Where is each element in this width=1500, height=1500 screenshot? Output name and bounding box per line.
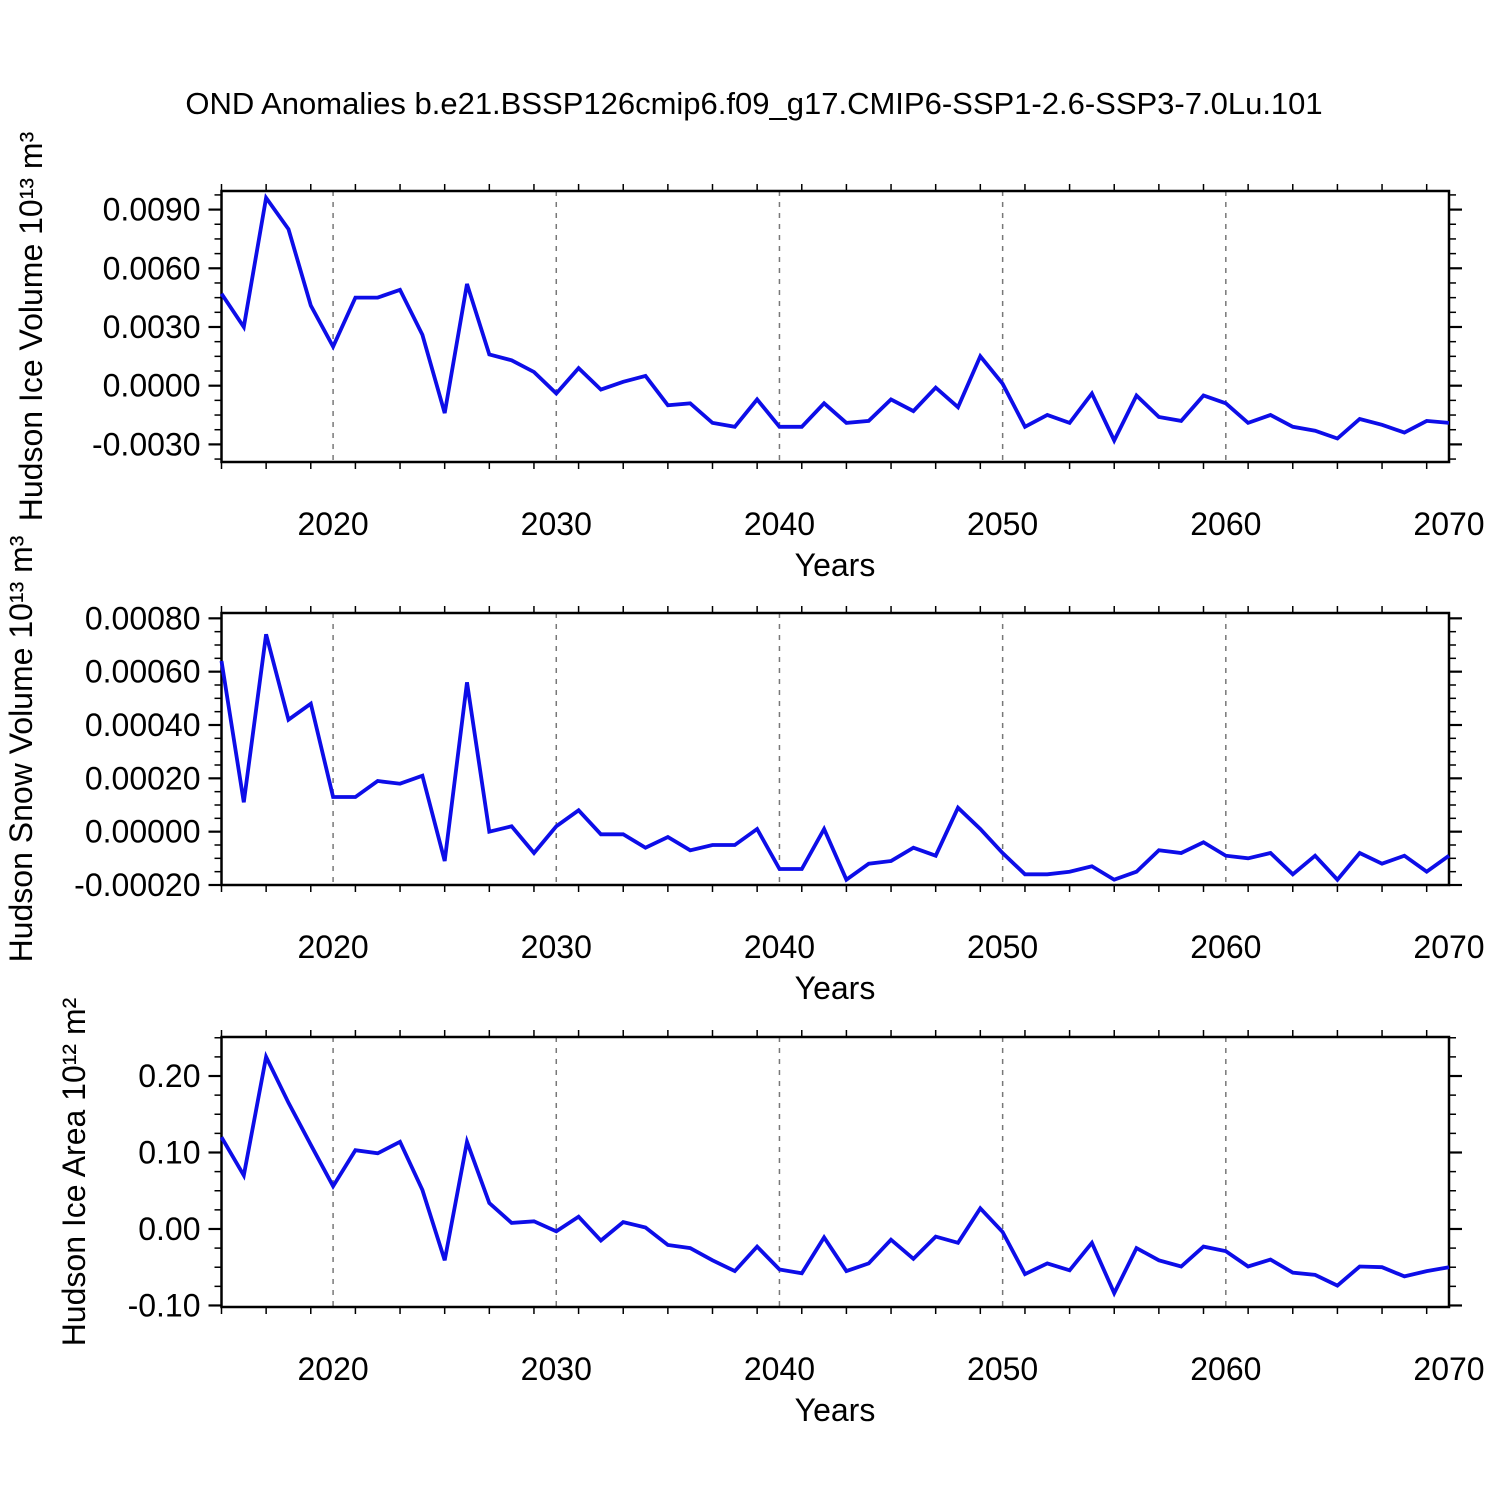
y-tick-label: 0.0060 <box>103 250 201 286</box>
x-tick-label: 2040 <box>744 1351 815 1387</box>
y-tick-label: 0.00080 <box>85 600 201 636</box>
snow_volume-series-line <box>219 633 1451 883</box>
x-tick-label: 2060 <box>1190 506 1261 542</box>
x-tick-label: 2060 <box>1190 1351 1261 1387</box>
y-tick-label: 0.00060 <box>85 654 201 690</box>
x-tick-label: 2050 <box>967 929 1038 965</box>
y-tick-label: 0.0030 <box>103 309 201 345</box>
ice_volume-series-line <box>219 192 1450 445</box>
ice-volume-chart: -0.0030 0.0000 0.0030 0.0060 0.0090 2020 2030 2… <box>92 184 1485 542</box>
x-tick-label: 2030 <box>521 1351 592 1387</box>
x-tick-label: 2020 <box>297 506 368 542</box>
plot-frame <box>220 189 1451 464</box>
plot-frame <box>220 1035 1451 1309</box>
y-tick-label: -0.10 <box>128 1287 201 1323</box>
y-tick-label: 0.0090 <box>103 192 201 228</box>
ice-area-chart: -0.10 0.00 0.10 0.20 2020 2030 2040 2050 2060 207… <box>128 1030 1485 1387</box>
ice-area-y-axis-title: Hudson Ice Area 10¹² m² <box>56 997 92 1346</box>
snow-volume-y-axis-title: Hudson Snow Volume 10¹³ m³ <box>3 535 39 962</box>
figure-title: OND Anomalies b.e21.BSSP126cmip6.f09_g17… <box>185 86 1322 121</box>
x-tick-label: 2050 <box>967 506 1038 542</box>
y-tick-label: 0.00 <box>138 1211 200 1247</box>
x-tick-label: 2030 <box>521 506 592 542</box>
y-tick-label: 0.10 <box>138 1134 200 1170</box>
x-tick-label: 2060 <box>1190 929 1261 965</box>
x-tick-label: 2030 <box>521 929 592 965</box>
x-tick-label: 2050 <box>967 1351 1038 1387</box>
x-tick-label: 2020 <box>297 1351 368 1387</box>
x-tick-label: 2020 <box>297 929 368 965</box>
snow-volume-x-axis-title: Years <box>795 970 876 1006</box>
ice-volume-x-axis-title: Years <box>795 547 876 583</box>
ice-volume-y-axis-title: Hudson Ice Volume 10¹³ m³ <box>13 131 49 521</box>
x-tick-label: 2070 <box>1413 929 1484 965</box>
plot-frame <box>220 611 1451 887</box>
x-tick-label: 2070 <box>1413 506 1484 542</box>
y-tick-label: -0.0030 <box>92 426 201 462</box>
y-tick-label: 0.00020 <box>85 760 201 796</box>
x-tick-label: 2040 <box>744 929 815 965</box>
snow-volume-chart: -0.00020 0.00000 0.00020 0.00040 0.00060 0.00… <box>74 600 1484 965</box>
ice_area-series-line <box>219 1050 1450 1298</box>
ice-area-x-axis-title: Years <box>795 1392 876 1428</box>
y-tick-label: 0.20 <box>138 1058 200 1094</box>
y-tick-label: -0.00020 <box>74 867 200 903</box>
y-tick-label: 0.00000 <box>85 814 201 850</box>
y-tick-label: 0.00040 <box>85 707 201 743</box>
x-tick-label: 2040 <box>744 506 815 542</box>
y-tick-label: 0.0000 <box>103 368 201 404</box>
x-tick-label: 2070 <box>1413 1351 1484 1387</box>
